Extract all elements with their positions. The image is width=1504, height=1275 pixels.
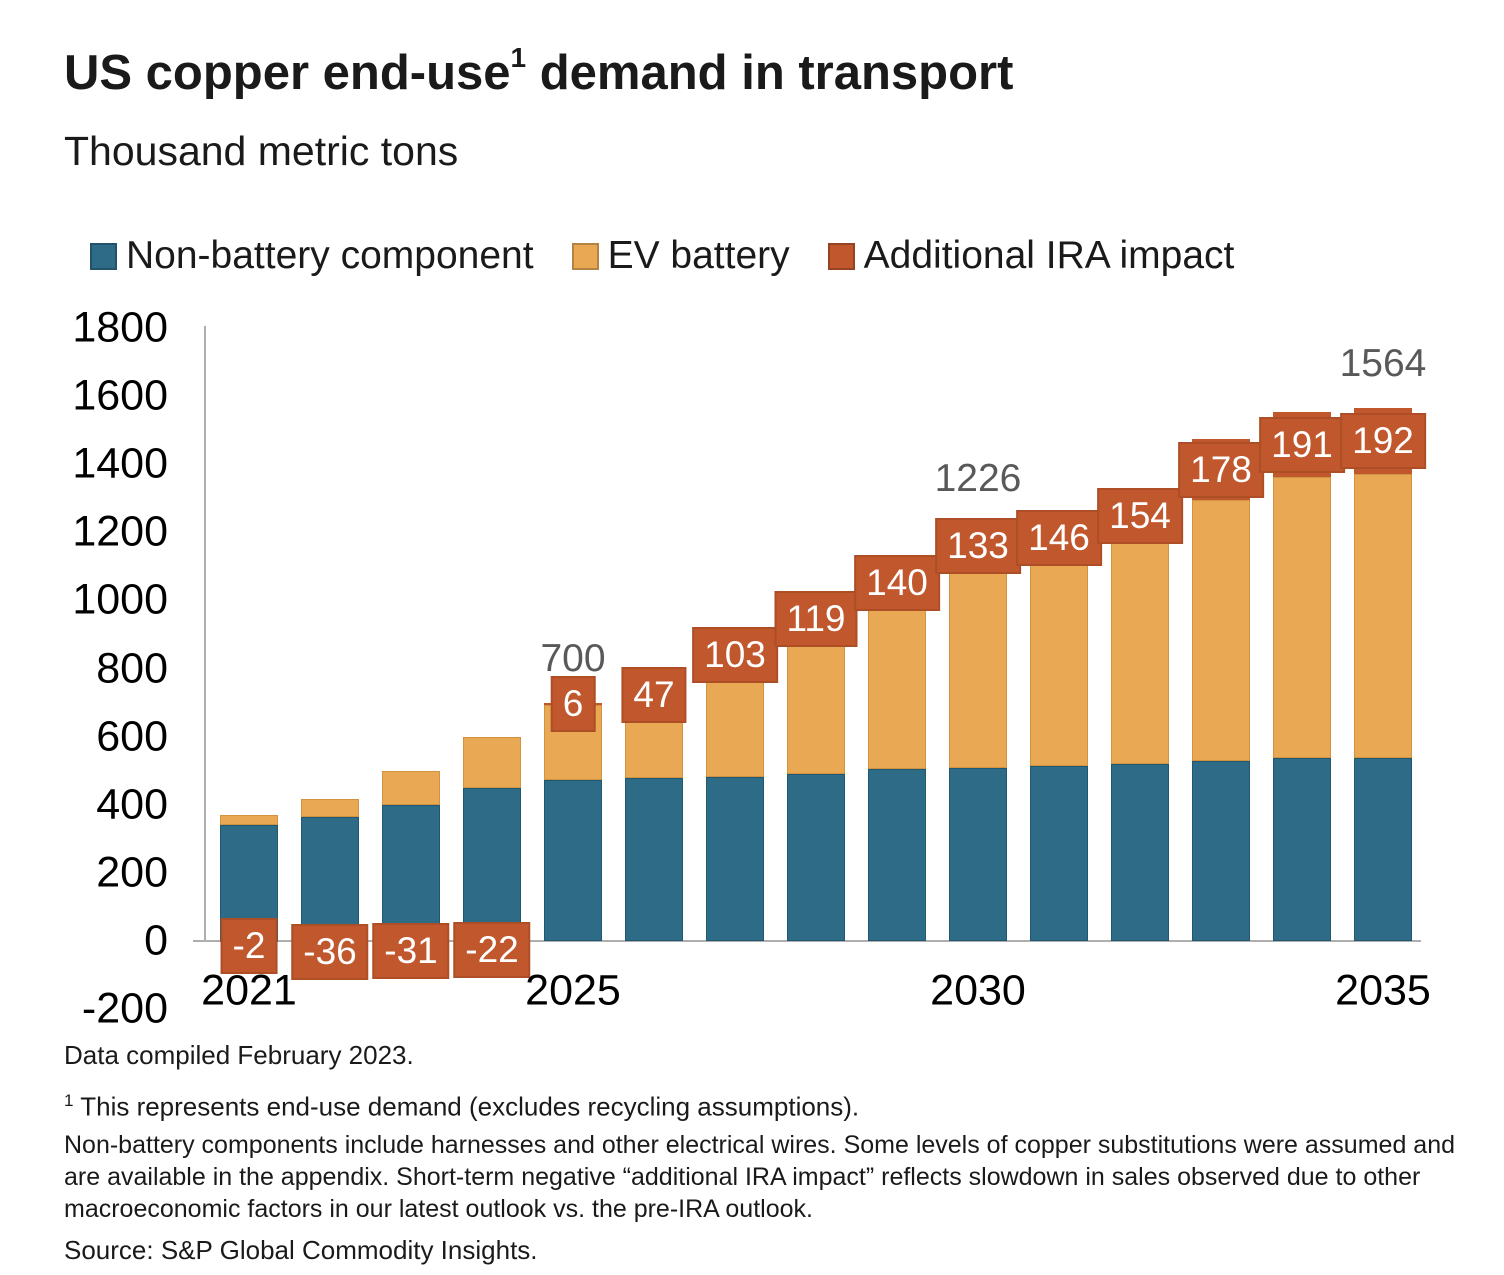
x-axis-tick-2030: 2030 <box>930 966 1026 1015</box>
bar-segment-non-battery-2029 <box>868 768 926 941</box>
ira-impact-label-2034: 191 <box>1259 416 1345 473</box>
legend-item-non-battery-component: Non-battery component <box>90 234 534 278</box>
ira-impact-label-2024: -22 <box>453 921 531 978</box>
footnote-1-text: This represents end-use demand (excludes… <box>73 1091 860 1122</box>
legend-item-label: EV battery <box>607 234 790 277</box>
ira-impact-label-2033: 178 <box>1178 441 1264 498</box>
x-axis-tick-2035: 2035 <box>1335 966 1431 1015</box>
bar-segment-non-battery-2025 <box>544 780 602 941</box>
y-axis-tick-1600: 1600 <box>72 371 168 420</box>
y-axis-tick-200: 200 <box>96 848 168 897</box>
legend-item-additional-ira-impact: Additional IRA impact <box>827 234 1235 278</box>
ira-impact-label-2025: 6 <box>550 675 596 732</box>
bar-segment-non-battery-2027 <box>706 776 764 941</box>
bar-segment-ev-battery-2024 <box>463 736 521 788</box>
bar-segment-ev-battery-2032 <box>1111 541 1169 764</box>
y-axis-tick-1200: 1200 <box>72 507 168 556</box>
ira-impact-label-2031: 146 <box>1016 510 1102 567</box>
ira-impact-label-2021: -2 <box>220 918 278 975</box>
source-note: Source: S&P Global Commodity Insights. <box>64 1234 538 1265</box>
chart-title-footnote-marker: 1 <box>510 42 527 73</box>
legend-item-ev-battery: EV battery <box>571 234 790 278</box>
chart-title-main: US copper end-use <box>64 46 511 100</box>
x-axis-tick-2021: 2021 <box>201 966 297 1015</box>
ira-impact-label-2027: 103 <box>692 627 778 684</box>
legend-item-label: Additional IRA impact <box>863 234 1235 277</box>
footer-notes: Data compiled February 2023. 1 This repr… <box>64 1040 1464 1266</box>
ira-impact-label-2032: 154 <box>1097 487 1183 544</box>
footnote-1-marker: 1 <box>64 1091 74 1110</box>
bar-segment-ev-battery-2021 <box>220 814 278 826</box>
bar-segment-ev-battery-2034 <box>1273 477 1331 759</box>
y-axis-tick--200: -200 <box>81 984 168 1033</box>
ira-impact-label-2026: 47 <box>621 666 687 723</box>
ira-impact-label-2028: 119 <box>774 590 858 647</box>
total-label-2035: 1564 <box>1339 342 1427 386</box>
ira-impact-label-2029: 140 <box>854 555 940 612</box>
bar-segment-non-battery-2034 <box>1273 758 1331 941</box>
y-axis-tick-0: 0 <box>144 916 168 965</box>
total-label-2030: 1226 <box>934 457 1022 501</box>
bar-segment-non-battery-2023 <box>382 804 440 941</box>
bar-segment-non-battery-2022 <box>301 816 359 941</box>
bar-segment-non-battery-2026 <box>625 778 683 941</box>
footnote-1: 1 This represents end-use demand (exclud… <box>64 1091 1464 1123</box>
bar-segment-non-battery-2033 <box>1192 761 1250 941</box>
ira-impact-label-2022: -36 <box>291 924 369 981</box>
ira-impact-label-2030: 133 <box>935 518 1021 575</box>
bar-segment-non-battery-2032 <box>1111 763 1169 941</box>
bar-segment-ev-battery-2023 <box>382 771 440 805</box>
y-axis-tick-1400: 1400 <box>72 439 168 488</box>
y-axis-tick-400: 400 <box>96 780 168 829</box>
x-axis-tick-2025: 2025 <box>525 966 621 1015</box>
y-axis-tick-1800: 1800 <box>72 303 168 352</box>
legend-swatch-icon <box>571 242 599 270</box>
bar-segment-non-battery-2031 <box>1030 765 1088 941</box>
bar-segment-ev-battery-2035 <box>1354 473 1412 759</box>
bar-segment-ev-battery-2022 <box>301 798 359 817</box>
bar-segment-ev-battery-2028 <box>787 639 845 775</box>
bar-segment-non-battery-2024 <box>463 787 521 941</box>
chart-title: US copper end-use1 demand in transport <box>64 42 1013 101</box>
bar-segment-non-battery-2035 <box>1354 758 1412 941</box>
ira-impact-label-2035: 192 <box>1340 412 1426 469</box>
x-axis-line <box>193 940 1421 942</box>
footnote-body: Non-battery components include harnesses… <box>64 1130 1456 1223</box>
bar-segment-ev-battery-2029 <box>868 607 926 769</box>
ira-impact-label-2023: -31 <box>372 923 450 980</box>
legend-swatch-icon <box>827 242 855 270</box>
bar-segment-ev-battery-2030 <box>949 568 1007 768</box>
bar-segment-non-battery-2030 <box>949 767 1007 941</box>
chart-subtitle: Thousand metric tons <box>64 128 459 174</box>
y-axis-tick-1000: 1000 <box>72 575 168 624</box>
data-compiled-note: Data compiled February 2023. <box>64 1040 414 1070</box>
chart-title-suffix: demand in transport <box>526 46 1014 100</box>
bar-segment-non-battery-2028 <box>787 774 845 941</box>
bar-segment-ev-battery-2033 <box>1192 499 1250 762</box>
y-axis-tick-800: 800 <box>96 644 168 693</box>
legend-item-label: Non-battery component <box>126 234 534 277</box>
total-label-2025: 700 <box>540 636 606 680</box>
bar-segment-ev-battery-2027 <box>706 672 764 777</box>
legend-swatch-icon <box>90 242 117 270</box>
chart-legend: Non-battery component EV battery Additiona… <box>90 234 1234 278</box>
y-axis-tick-600: 600 <box>96 712 168 761</box>
y-axis-line <box>204 326 206 942</box>
bar-segment-ev-battery-2031 <box>1030 562 1088 766</box>
